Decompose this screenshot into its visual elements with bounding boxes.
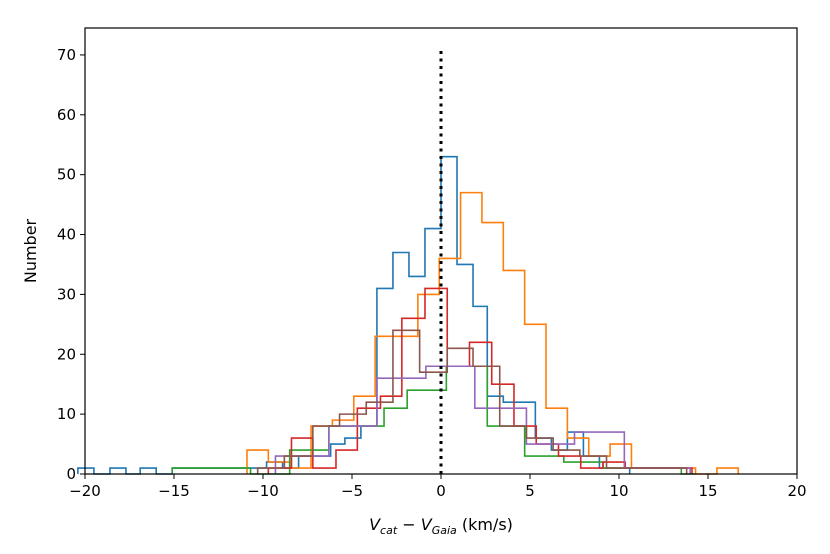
ticks-layer: −20 −15 −10 −5 0 5 10 15 20 0 10 20 30 40 50 60 70 (57, 46, 807, 500)
x-tick-label: −20 (69, 482, 101, 500)
x-label-v1: V (369, 515, 381, 534)
y-tick-label: 60 (57, 106, 76, 124)
x-tick-label: −5 (341, 482, 363, 500)
y-tick-label: 50 (57, 166, 76, 184)
plot-frame (84, 27, 798, 475)
y-tick-label: 30 (57, 285, 76, 303)
x-label-sub1: cat (380, 524, 398, 537)
y-axis-label: Number (21, 218, 40, 283)
x-label-v2: V (421, 515, 433, 534)
x-label-minus: − (397, 515, 421, 534)
y-tick-label: 10 (57, 405, 76, 423)
x-tick-label: 5 (525, 482, 535, 500)
y-tick-label: 0 (66, 465, 76, 483)
x-label-sub2: Gaia (432, 524, 457, 537)
histogram-series-green (171, 365, 696, 475)
y-tick-label: 40 (57, 226, 76, 244)
x-tick-label: 15 (698, 482, 717, 500)
histogram-series-red (267, 287, 693, 474)
x-tick-label: −10 (247, 482, 279, 500)
histogram-series-brown (256, 329, 688, 474)
x-tick-label: 0 (436, 482, 446, 500)
histogram-series-orange (246, 191, 740, 475)
x-axis-label: Vcat − VGaia (km/s) (369, 515, 513, 537)
x-tick-label: 10 (609, 482, 628, 500)
y-tick-label: 20 (57, 345, 76, 363)
x-tick-label: −15 (158, 482, 190, 500)
x-label-unit: (km/s) (457, 515, 513, 534)
series-layer (77, 155, 740, 475)
y-tick-label: 70 (57, 46, 76, 64)
x-tick-label: 20 (787, 482, 806, 500)
